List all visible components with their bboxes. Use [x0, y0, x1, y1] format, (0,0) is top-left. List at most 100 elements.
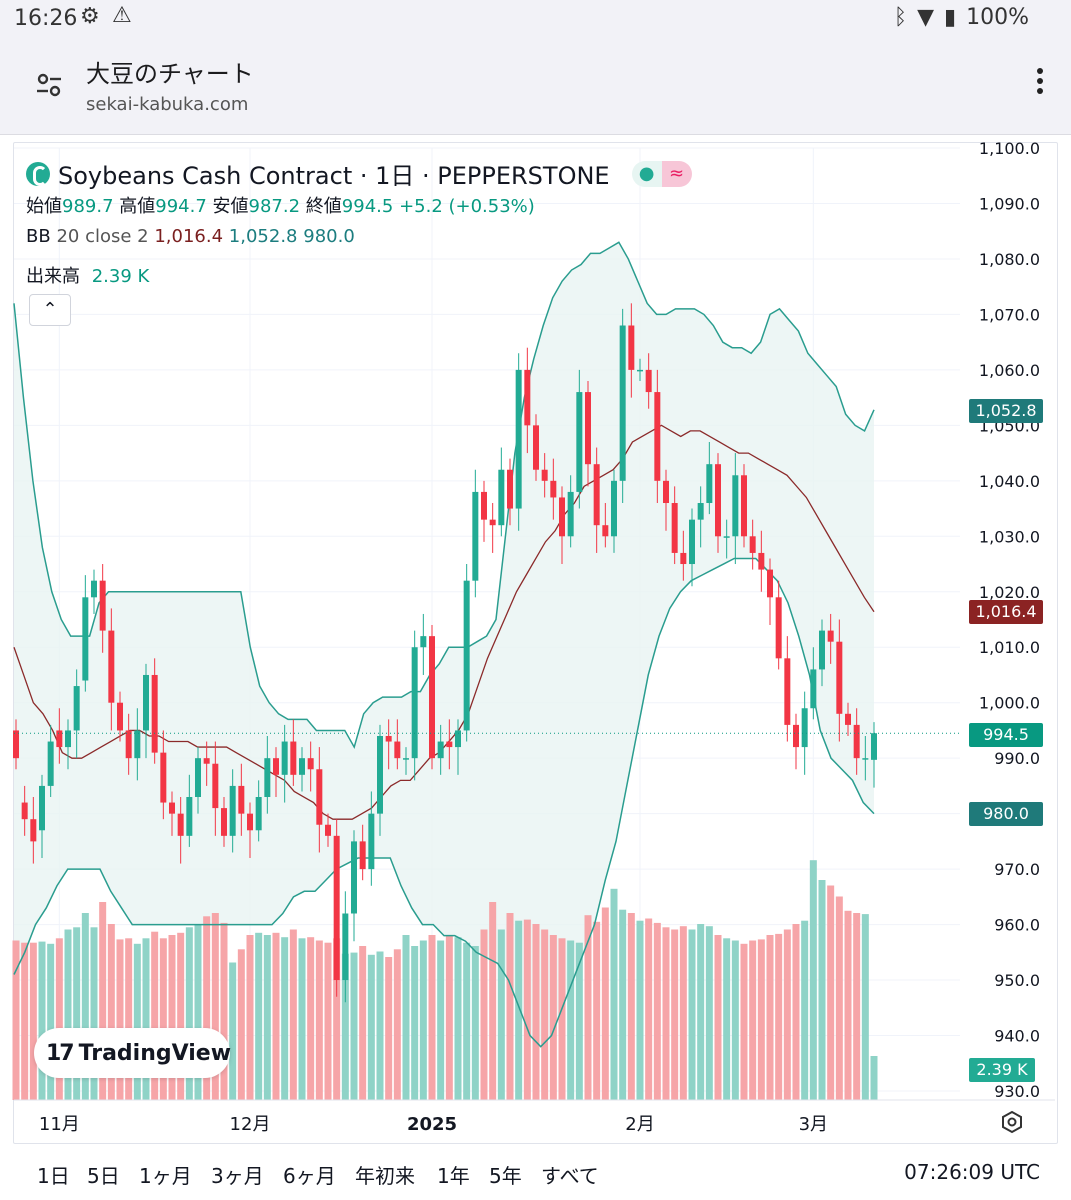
candle-body-68	[602, 525, 609, 537]
chart-settings-icon[interactable]	[1000, 1110, 1024, 1134]
volume-bar-34	[307, 937, 315, 1100]
volume-bar-28	[255, 932, 263, 1100]
ohlc-open-value: 989.7	[62, 196, 114, 217]
candle-body-70	[619, 325, 626, 481]
volume-bar-22	[203, 916, 211, 1100]
utc-clock[interactable]: 07:26:09 UTC	[904, 1160, 1040, 1184]
candle-body-36	[325, 824, 331, 836]
candle-body-51	[455, 730, 461, 748]
candle-body-40	[359, 841, 366, 870]
volume-bar-92	[809, 860, 817, 1100]
candle-body-41	[368, 813, 375, 870]
range-5y-button[interactable]: 5年	[489, 1164, 522, 1188]
legend-volume-row[interactable]: 出来高 2.39 K	[26, 262, 149, 288]
collapse-legend-button[interactable]: ⌃	[29, 294, 71, 326]
candle-body-62	[550, 480, 557, 498]
candle-body-65	[576, 392, 583, 492]
symbol-title[interactable]: Soybeans Cash Contract · 1日 · PEPPERSTON…	[58, 162, 610, 190]
volume-bar-72	[636, 920, 644, 1100]
volume-bar-53	[471, 946, 479, 1100]
candle-body-1	[21, 802, 28, 820]
volume-bar-78	[688, 929, 696, 1100]
candle-body-87	[767, 569, 773, 598]
candle-body-15	[143, 674, 149, 731]
lower-band-price-tag: 980.0	[969, 802, 1043, 826]
range-all-button[interactable]: すべて	[541, 1164, 599, 1188]
volume-bar-87	[766, 935, 774, 1100]
more-options-icon[interactable]	[1037, 68, 1045, 98]
candle-body-2	[30, 819, 37, 842]
candle-body-57	[507, 469, 513, 509]
candle-body-86	[758, 552, 765, 570]
range-5d-button[interactable]: 5日	[87, 1164, 120, 1188]
volume-bar-29	[263, 935, 271, 1100]
y-tick-label-1: 1,090.0	[979, 194, 1040, 213]
candle-body-12	[117, 702, 123, 731]
ohlc-close-value: 994.5	[341, 196, 394, 217]
candle-body-88	[775, 597, 782, 659]
candle-body-73	[645, 369, 652, 393]
volume-bar-11	[107, 924, 115, 1100]
range-3m-button[interactable]: 3ヶ月	[211, 1164, 264, 1188]
candle-body-75	[663, 480, 669, 504]
candle-body-30	[273, 758, 279, 775]
status-pill[interactable]: ● ≈	[631, 160, 692, 187]
volume-bar-88	[775, 933, 783, 1100]
candle-body-94	[827, 630, 834, 642]
legend-bb-row[interactable]: BB 20 close 2 1,016.4 1,052.8 980.0	[26, 226, 355, 247]
tune-icon[interactable]	[34, 70, 64, 100]
candle-body-93	[819, 630, 825, 670]
range-ytd-button[interactable]: 年初来	[355, 1164, 415, 1188]
range-1m-button[interactable]: 1ヶ月	[139, 1164, 192, 1188]
candle-body-9	[91, 580, 97, 598]
volume-label: 出来高	[26, 266, 80, 287]
volume-bar-70	[619, 909, 627, 1100]
range-1y-button[interactable]: 1年	[437, 1164, 470, 1188]
volume-bar-36	[324, 942, 332, 1100]
candle-body-98	[862, 758, 869, 760]
volume-bar-31	[281, 937, 289, 1100]
volume-price-tag: 2.39 K	[969, 1058, 1035, 1082]
bb-upper-value: 1,052.8	[228, 226, 298, 247]
volume-bar-39	[350, 952, 358, 1100]
bollinger-band-fill	[14, 242, 874, 1047]
volume-bar-14	[133, 943, 141, 1100]
candle-body-69	[611, 480, 617, 537]
candle-body-25	[229, 785, 236, 836]
volume-bar-35	[315, 940, 323, 1100]
candle-body-89	[784, 658, 791, 725]
range-6m-button[interactable]: 6ヶ月	[283, 1164, 336, 1188]
range-1d-button[interactable]: 1日	[37, 1164, 70, 1188]
candle-body-22	[203, 758, 210, 764]
candle-body-79	[697, 503, 704, 520]
candle-body-38	[342, 913, 349, 981]
candle-body-83	[732, 475, 739, 537]
price-chart[interactable]: 1,100.01,090.01,080.01,070.01,060.01,050…	[0, 136, 1071, 1144]
market-open-icon: ●	[631, 160, 662, 187]
y-tick-label-13: 970.0	[994, 860, 1040, 879]
volume-bar-80	[705, 926, 713, 1100]
volume-bar-23	[211, 913, 219, 1100]
page-title: 大豆のチャート	[86, 60, 254, 88]
lower-band-line	[13, 557, 875, 1048]
candle-body-85	[749, 536, 756, 553]
volume-bar-7	[73, 927, 81, 1100]
candle-body-16	[151, 674, 158, 753]
candle-body-42	[377, 735, 383, 814]
candle-body-32	[290, 741, 297, 775]
tradingview-logo[interactable]: 17 TradingView	[34, 1028, 231, 1078]
volume-bar-89	[783, 929, 791, 1100]
x-tick-label-0: 11月	[39, 1114, 80, 1135]
y-tick-label-3: 1,070.0	[979, 305, 1040, 324]
upper-band-line	[13, 241, 875, 750]
volume-bar-94	[827, 885, 835, 1100]
candle-body-76	[671, 503, 678, 553]
volume-bar-97	[853, 913, 861, 1100]
candle-body-28	[255, 797, 262, 831]
candle-body-17	[160, 752, 167, 803]
chart-frame	[13, 142, 1058, 1144]
volume-bar-56	[497, 929, 505, 1100]
volume-bar-9	[90, 927, 98, 1100]
candle-body-77	[680, 552, 687, 565]
candle-body-26	[238, 785, 245, 814]
